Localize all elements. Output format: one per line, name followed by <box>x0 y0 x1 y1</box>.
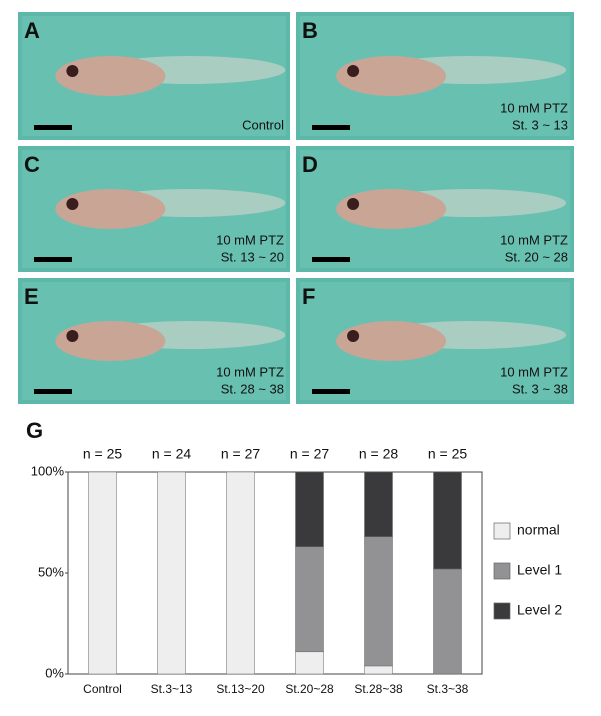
panel-caption: St. 3 ~ 13 <box>512 117 568 132</box>
sample-size: n = 27 <box>221 446 261 462</box>
panel-letter: G <box>26 418 43 443</box>
sample-size: n = 25 <box>83 446 123 462</box>
panel-caption: Control <box>242 117 284 132</box>
sample-size: n = 28 <box>359 446 399 462</box>
panel-caption: 10 mM PTZ <box>500 100 568 115</box>
tadpole-eye <box>66 65 79 77</box>
panel-caption: St. 20 ~ 28 <box>505 249 568 264</box>
bar-segment <box>433 471 462 570</box>
legend-swatch <box>493 602 511 620</box>
scale-bar <box>34 257 72 262</box>
legend-label: Level 2 <box>517 602 562 618</box>
x-tick-label: St.13~20 <box>216 682 265 696</box>
legend-label: normal <box>517 522 560 538</box>
tadpole-body <box>55 189 166 229</box>
x-tick-label: St.3~13 <box>151 682 193 696</box>
scale-bar <box>34 125 72 130</box>
tadpole-body <box>336 189 447 229</box>
legend-swatch <box>493 522 511 540</box>
scale-bar <box>312 125 350 130</box>
x-tick-label: St.20~28 <box>285 682 334 696</box>
bar-segment <box>295 546 324 653</box>
panel-caption: St. 13 ~ 20 <box>221 249 284 264</box>
sample-size: n = 25 <box>428 446 468 462</box>
tadpole-eye <box>66 198 79 210</box>
tadpole-body <box>336 56 447 96</box>
tadpole-eye <box>347 65 360 77</box>
bar-segment <box>157 471 186 675</box>
bar-segment <box>364 665 393 675</box>
panel-letter: E <box>24 284 39 309</box>
y-tick-label: 50% <box>38 564 64 579</box>
bar-segment <box>295 471 324 547</box>
bar-segment <box>364 471 393 537</box>
panel-caption: St. 3 ~ 38 <box>512 381 568 396</box>
tadpole-body <box>55 321 166 361</box>
panel-letter: F <box>302 284 315 309</box>
sample-size: n = 24 <box>152 446 192 462</box>
bar-segment <box>295 651 324 675</box>
y-tick-label: 0% <box>45 665 64 680</box>
scale-bar <box>34 389 72 394</box>
panel-letter: A <box>24 18 40 43</box>
bar-segment <box>88 471 117 675</box>
legend-swatch <box>493 562 511 580</box>
tadpole-body <box>336 321 447 361</box>
panel-letter: D <box>302 152 318 177</box>
tadpole-eye <box>66 330 79 342</box>
scale-bar <box>312 389 350 394</box>
bar-segment <box>433 568 462 675</box>
tadpole-eye <box>347 330 360 342</box>
bar-segment <box>226 471 255 675</box>
tadpole-eye <box>347 198 360 210</box>
panel-caption: 10 mM PTZ <box>500 364 568 379</box>
panel-caption: 10 mM PTZ <box>216 232 284 247</box>
panel-caption: 10 mM PTZ <box>500 232 568 247</box>
panel-caption: 10 mM PTZ <box>216 364 284 379</box>
photo-panels: A Control B 10 mM PTZ St. 3 ~ 13 C 10 mM PTZ St… <box>18 12 574 404</box>
x-tick-label: Control <box>83 682 122 696</box>
y-tick-label: 100% <box>31 463 65 478</box>
x-tick-label: St.28~38 <box>354 682 403 696</box>
scale-bar <box>312 257 350 262</box>
legend-label: Level 1 <box>517 562 562 578</box>
bar-segment <box>364 536 393 667</box>
sample-size: n = 27 <box>290 446 330 462</box>
panel-letter: B <box>302 18 318 43</box>
tadpole-body <box>55 56 166 96</box>
x-tick-label: St.3~38 <box>427 682 469 696</box>
panel-letter: C <box>24 152 40 177</box>
panel-caption: St. 28 ~ 38 <box>221 381 284 396</box>
